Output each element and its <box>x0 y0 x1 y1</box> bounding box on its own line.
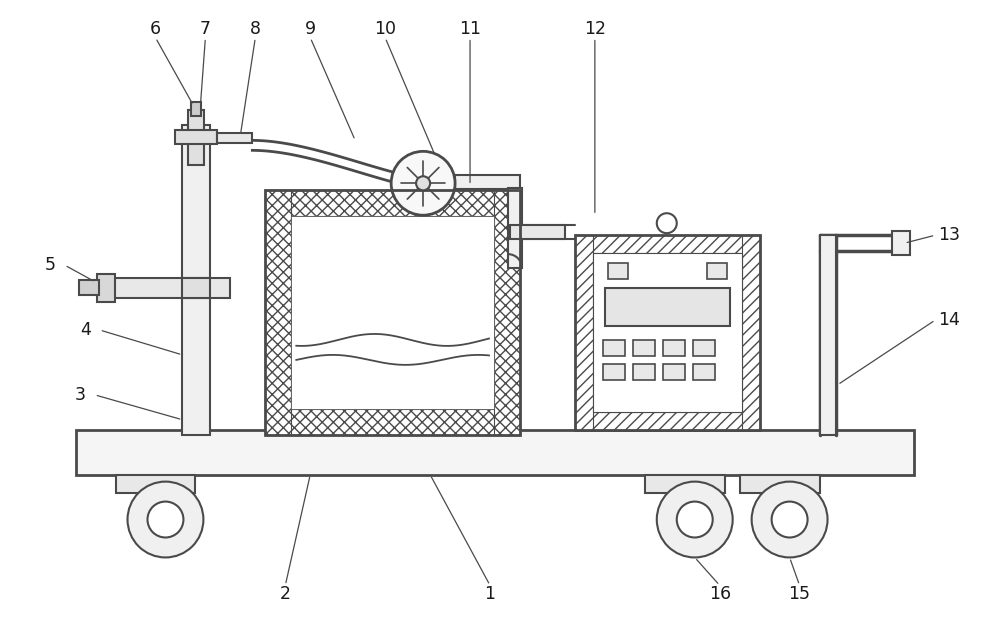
Bar <box>265 409 520 435</box>
Bar <box>603 364 625 380</box>
Bar <box>707 263 727 279</box>
Bar <box>820 235 836 435</box>
Bar <box>182 278 210 298</box>
Bar <box>663 340 685 356</box>
Bar <box>633 364 655 380</box>
Bar <box>608 263 628 279</box>
Bar <box>265 190 291 435</box>
Bar <box>575 235 760 430</box>
Bar <box>848 235 863 435</box>
Text: 8: 8 <box>250 20 261 38</box>
Circle shape <box>391 151 455 215</box>
Bar <box>291 216 494 409</box>
Circle shape <box>772 502 808 538</box>
Bar <box>633 340 655 356</box>
Text: 15: 15 <box>789 585 811 603</box>
Text: 9: 9 <box>305 20 316 38</box>
Circle shape <box>752 482 828 557</box>
Bar <box>605 288 730 326</box>
Bar <box>510 225 565 239</box>
Text: 16: 16 <box>709 585 731 603</box>
Bar <box>97 274 115 302</box>
Text: 7: 7 <box>200 20 211 38</box>
Circle shape <box>147 502 183 538</box>
Bar <box>217 133 252 143</box>
Text: 14: 14 <box>938 311 960 329</box>
Bar <box>455 175 520 189</box>
Text: 4: 4 <box>80 321 91 339</box>
Bar <box>740 475 820 493</box>
Bar <box>76 430 914 475</box>
Bar <box>693 364 715 380</box>
Bar <box>575 235 593 430</box>
Bar <box>593 253 742 412</box>
Bar <box>182 125 210 435</box>
Bar <box>575 235 760 253</box>
Bar <box>494 190 520 435</box>
Bar <box>175 130 217 144</box>
Bar <box>693 340 715 356</box>
Text: 10: 10 <box>374 20 396 38</box>
Circle shape <box>416 176 430 190</box>
Bar <box>508 188 522 268</box>
Text: 5: 5 <box>45 256 56 274</box>
Text: 11: 11 <box>459 20 481 38</box>
Circle shape <box>677 502 713 538</box>
Circle shape <box>657 482 733 557</box>
Text: 6: 6 <box>150 20 161 38</box>
Bar <box>742 235 760 430</box>
Bar <box>101 278 230 298</box>
Text: 12: 12 <box>584 20 606 38</box>
Bar <box>265 190 520 435</box>
Bar <box>575 412 760 430</box>
Bar <box>265 190 520 216</box>
Bar <box>645 475 725 493</box>
Bar <box>79 280 99 295</box>
Bar <box>188 110 204 166</box>
Text: 3: 3 <box>75 386 86 404</box>
Bar <box>892 231 910 255</box>
Text: 13: 13 <box>938 226 960 244</box>
Text: 1: 1 <box>485 585 496 603</box>
Text: 2: 2 <box>280 585 291 603</box>
Bar <box>663 364 685 380</box>
Circle shape <box>128 482 203 557</box>
Bar <box>116 475 195 493</box>
Bar <box>191 102 201 117</box>
Bar <box>603 340 625 356</box>
